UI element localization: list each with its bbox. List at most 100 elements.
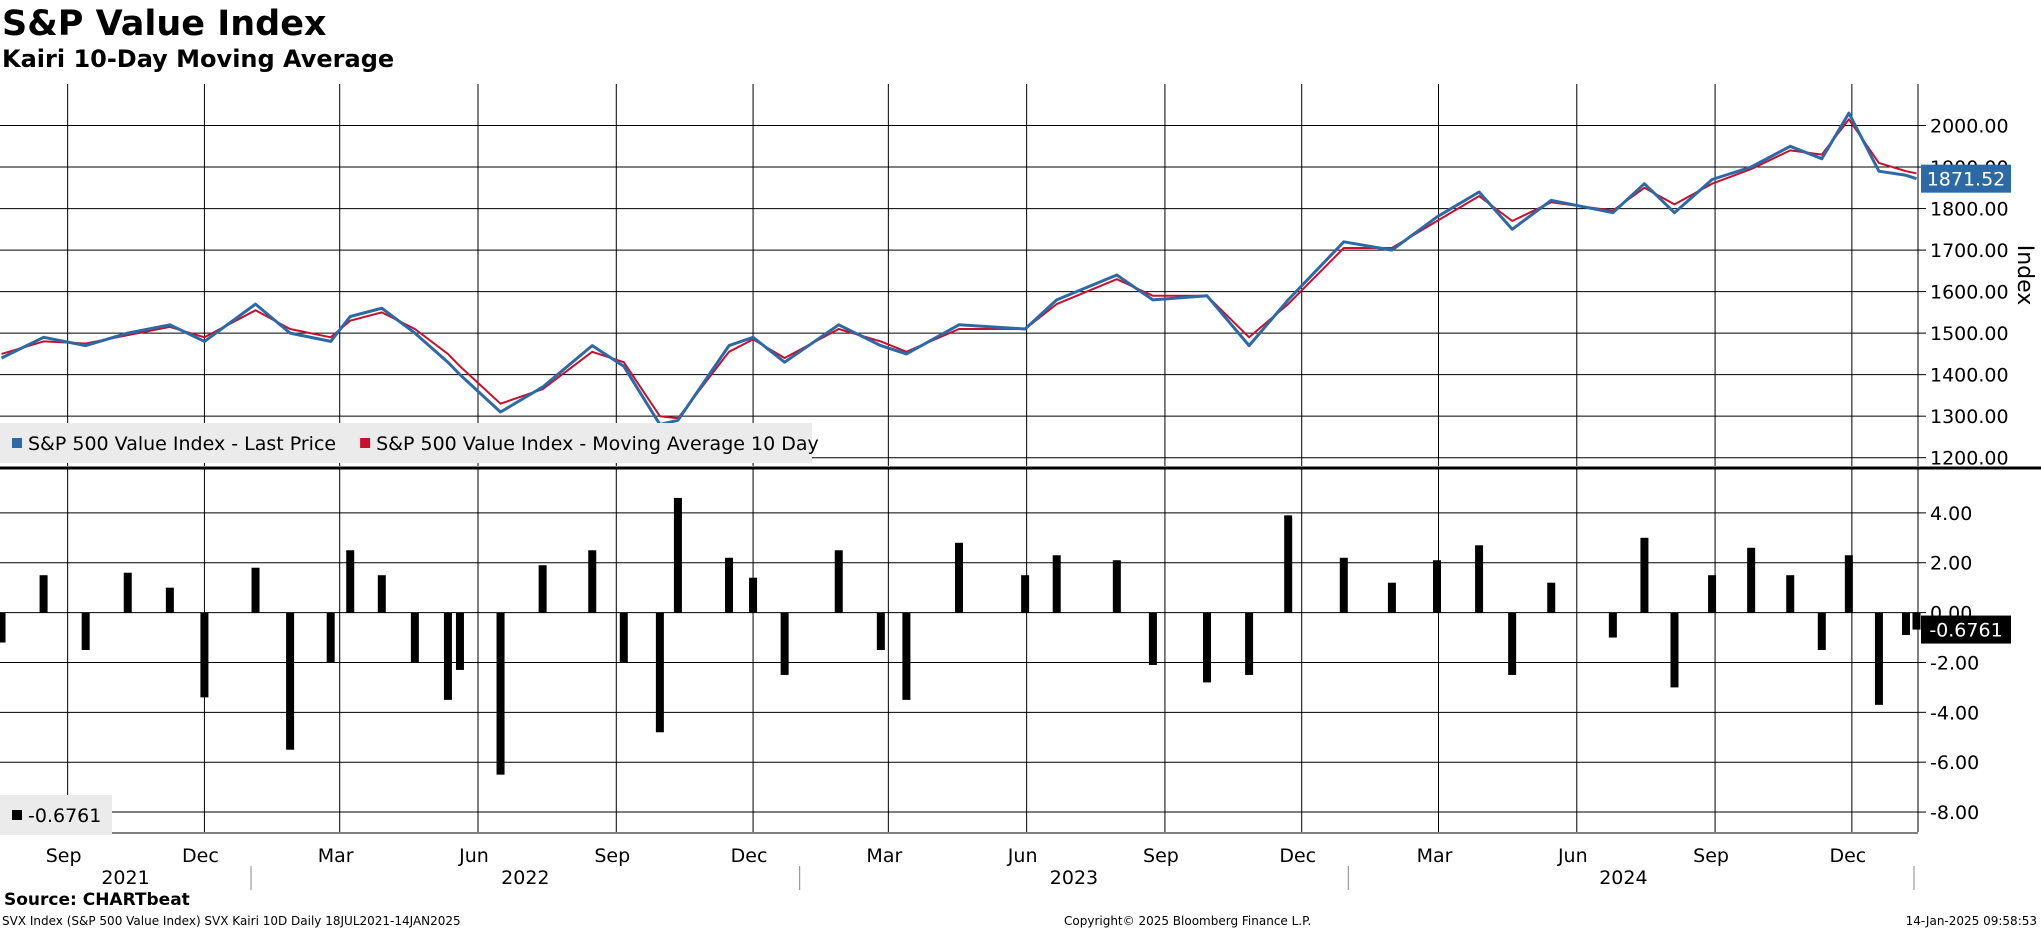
kairi-y-tick-label: 4.00 (1930, 503, 1972, 525)
kairi-bar (496, 612, 505, 775)
kairi-bar (123, 572, 132, 613)
x-tick-label: Sep (46, 845, 82, 867)
kairi-bar (673, 497, 682, 613)
kairi-legend-swatch (12, 810, 22, 820)
price-legend-item: S&P 500 Value Index - Last Price (28, 433, 336, 455)
kairi-bar (1021, 575, 1030, 613)
last-kairi-tag-bg (1921, 615, 2011, 644)
x-year-label: 2024 (1599, 867, 1647, 889)
kairi-bar (834, 550, 843, 613)
kairi-bar (780, 612, 789, 675)
timestamp: 14-Jan-2025 09:58:53 (1905, 914, 2037, 928)
kairi-bar (749, 577, 758, 613)
last-price-tag-bg (1921, 164, 2011, 193)
kairi-bar (1052, 555, 1061, 613)
kairi-bar (0, 612, 6, 643)
x-tick-label: Mar (1417, 845, 1453, 867)
price-y-tick-label: 1700.00 (1930, 240, 2009, 262)
price-y-tick-label: 1400.00 (1930, 365, 2009, 387)
kairi-y-tick-label: -4.00 (1930, 702, 1979, 724)
price-legend-swatch (12, 438, 22, 448)
x-tick-label: Jun (458, 845, 489, 867)
kairi-bar (725, 557, 734, 613)
x-tick-label: Sep (594, 845, 630, 867)
kairi-bar (1475, 545, 1484, 613)
kairi-bar (1339, 557, 1348, 613)
x-tick-label: Mar (318, 845, 354, 867)
kairi-bar (1817, 612, 1826, 650)
kairi-bar (377, 575, 386, 613)
x-tick-label: Dec (731, 845, 768, 867)
kairi-bar (1912, 612, 1921, 630)
kairi-bar (443, 612, 452, 700)
kairi-bar (1432, 560, 1441, 613)
kairi-bar (455, 612, 464, 670)
kairi-bar (326, 612, 335, 663)
kairi-bar (619, 612, 628, 663)
kairi-bar (538, 565, 547, 613)
x-tick-label: Dec (1279, 845, 1316, 867)
price-y-tick-label: 1500.00 (1930, 323, 2009, 345)
x-tick-label: Sep (1143, 845, 1179, 867)
kairi-bar (1901, 612, 1910, 636)
moving-average-line (1, 118, 1917, 420)
price-legend-bg (0, 423, 812, 463)
x-tick-label: Dec (1829, 845, 1866, 867)
last-price-tag: 1871.52 (1927, 169, 2006, 191)
copyright: Copyright© 2025 Bloomberg Finance L.P. (1064, 914, 1312, 928)
kairi-bar (1747, 547, 1756, 613)
price-line (0, 111, 1917, 426)
kairi-y-tick-label: -6.00 (1930, 752, 1979, 774)
kairi-bar (1508, 612, 1517, 675)
x-tick-label: Jun (1557, 845, 1588, 867)
kairi-bar (1786, 575, 1795, 613)
kairi-bar (655, 612, 664, 733)
kairi-bar (902, 612, 911, 700)
kairi-y-tick-label: 2.00 (1930, 553, 1972, 575)
kairi-bar (39, 575, 48, 613)
kairi-bar (1608, 612, 1617, 638)
kairi-bar (1387, 582, 1396, 613)
kairi-bar (410, 612, 419, 663)
kairi-bar (1148, 612, 1157, 665)
kairi-bar (955, 542, 963, 613)
price-y-tick-label: 1300.00 (1930, 406, 2009, 428)
kairi-bar (1284, 515, 1293, 613)
kairi-bar (1203, 612, 1212, 683)
last-kairi-tag: -0.6761 (1929, 620, 2002, 642)
x-year-label: 2023 (1050, 867, 1098, 889)
kairi-bar (1670, 612, 1679, 688)
x-tick-label: Sep (1693, 845, 1729, 867)
kairi-y-tick-label: -8.00 (1930, 802, 1979, 824)
ticker-info: SVX Index (S&P 500 Value Index) SVX Kair… (2, 914, 461, 928)
kairi-bar (286, 612, 295, 750)
kairi-bar (1708, 575, 1717, 613)
kairi-y-tick-label: -2.00 (1930, 652, 1979, 674)
kairi-bar (1245, 612, 1254, 675)
price-legend-swatch (360, 438, 371, 448)
x-year-label: 2022 (501, 867, 549, 889)
price-y-tick-label: 1200.00 (1930, 448, 2009, 470)
x-tick-label: Jun (1007, 845, 1038, 867)
kairi-bar (1844, 555, 1853, 613)
kairi-bar (588, 550, 597, 613)
kairi-legend-item: -0.6761 (28, 805, 101, 827)
kairi-bar (1874, 612, 1883, 705)
x-tick-label: Mar (866, 845, 902, 867)
kairi-bar (200, 612, 209, 698)
x-year-label: 2021 (101, 867, 149, 889)
price-y-tick-label: 2000.00 (1930, 116, 2009, 138)
price-legend-item: S&P 500 Value Index - Moving Average 10 … (376, 433, 819, 455)
kairi-bar (1640, 537, 1649, 613)
kairi-bar (81, 612, 90, 650)
kairi-bar (876, 612, 885, 650)
kairi-bar (1112, 560, 1121, 613)
chart-subtitle: Kairi 10-Day Moving Average (2, 45, 395, 73)
source-label: Source: CHARTbeat (4, 890, 190, 910)
kairi-bar (251, 567, 260, 613)
x-tick-label: Dec (182, 845, 219, 867)
price-y-tick-label: 1800.00 (1930, 199, 2009, 221)
y-axis-title: Index (2012, 245, 2037, 306)
kairi-bar (165, 587, 174, 613)
